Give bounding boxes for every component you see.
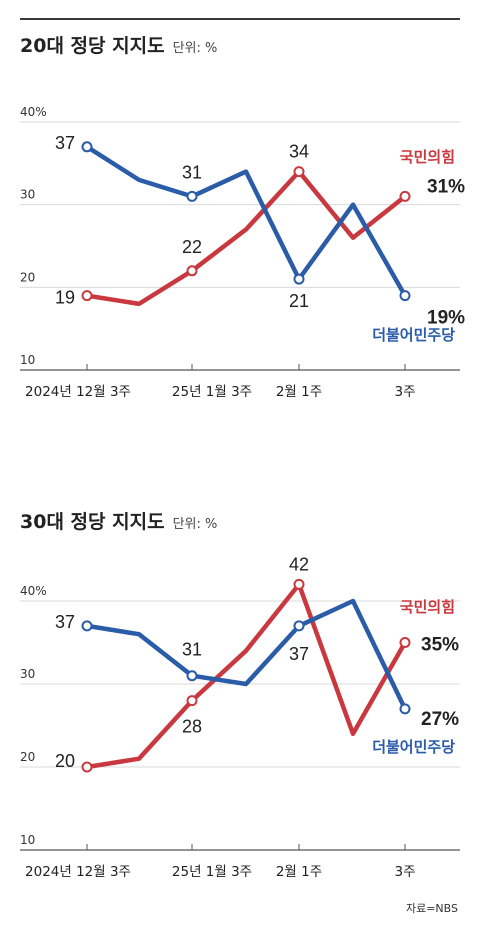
data-label: 22 (182, 237, 202, 257)
data-label: 37 (289, 644, 309, 664)
data-label: 35% (421, 635, 459, 656)
data-point (186, 265, 198, 277)
y-tick-label: 20 (20, 750, 35, 764)
y-tick-label: 10 (20, 833, 35, 847)
data-point (293, 166, 305, 178)
x-tick-label: 25년 1월 3주 (172, 864, 252, 880)
chart-title: 20대 정당 지지도 (20, 35, 165, 57)
y-tick-label: 30 (20, 188, 35, 202)
data-point (186, 670, 198, 682)
data-point (81, 290, 93, 302)
data-label: 19 (55, 288, 75, 308)
series-line-dp (84, 598, 408, 712)
y-tick-label: 40% (20, 584, 47, 598)
x-tick-label: 2024년 12월 3주 (25, 384, 131, 400)
x-tick-label: 3주 (394, 384, 415, 400)
data-label: 37 (55, 133, 75, 153)
legend-dp: 더불어민주당 (372, 738, 455, 756)
x-tick-label: 2월 1주 (276, 384, 322, 400)
y-tick-label: 30 (20, 667, 35, 681)
data-point (293, 620, 305, 632)
y-tick-label: 20 (20, 270, 35, 284)
chart-unit: 단위: % (173, 41, 218, 56)
legend-ppp: 국민의힘 (400, 598, 455, 616)
series-line-ppp (84, 169, 408, 307)
legend-dp: 더불어민주당 (372, 326, 455, 344)
chart-1: 20대 정당 지지도 단위: % 10 20 30 40% 2024년 12월 3주 25년 … (20, 35, 465, 400)
data-point (186, 190, 198, 202)
data-label: 34 (289, 142, 309, 162)
data-label: 42 (289, 554, 309, 574)
x-tick-label: 3주 (394, 864, 415, 880)
data-label: 31 (182, 162, 202, 182)
y-tick-label: 10 (20, 353, 35, 367)
data-label: 31% (427, 176, 465, 197)
top-rule (20, 18, 460, 20)
series-line-ppp (84, 582, 408, 770)
data-point (399, 290, 411, 302)
data-point (293, 578, 305, 590)
chart-title: 30대 정당 지지도 (20, 511, 165, 533)
data-point (81, 141, 93, 153)
data-point (81, 620, 93, 632)
chart-unit: 단위: % (173, 517, 218, 532)
data-label: 28 (182, 717, 202, 737)
data-label: 27% (421, 709, 459, 730)
data-point (399, 703, 411, 715)
data-point (399, 190, 411, 202)
x-tick-label: 2024년 12월 3주 (25, 864, 131, 880)
data-label: 21 (289, 291, 309, 311)
legend-ppp: 국민의힘 (400, 148, 455, 166)
x-tick-label: 25년 1월 3주 (172, 384, 252, 400)
x-tick-label: 2월 1주 (276, 864, 322, 880)
data-point (81, 761, 93, 773)
y-tick-label: 40% (20, 105, 47, 119)
data-label: 37 (55, 612, 75, 632)
chart-2: 30대 정당 지지도 단위: % 10 20 30 40% 2024년 12월 3주 25년 … (20, 511, 460, 880)
data-point (399, 637, 411, 648)
data-label: 31 (182, 640, 202, 660)
data-label: 20 (55, 751, 75, 771)
series-line-dp (84, 144, 408, 298)
data-label: 19% (427, 308, 465, 329)
data-point (186, 695, 198, 707)
source-note: 자료=NBS (405, 902, 458, 915)
data-point (293, 273, 305, 285)
